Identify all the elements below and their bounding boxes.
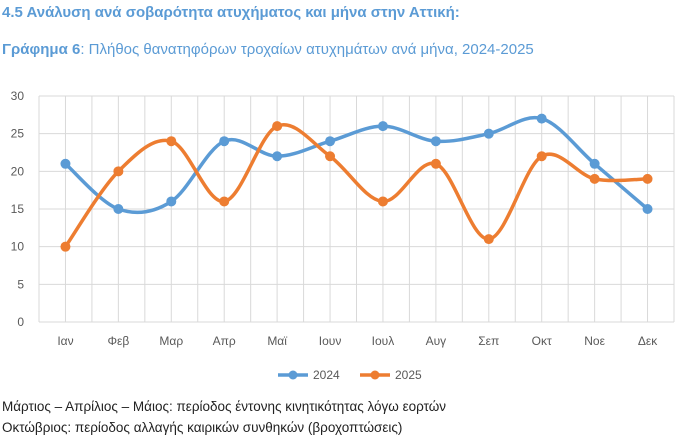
x-tick-label: Ιουλ [372,334,395,348]
data-point-2025 [272,121,283,132]
y-tick-label: 5 [17,277,24,291]
x-tick-label: Ιαν [57,334,73,348]
data-point-2025 [642,173,653,184]
data-point-2025 [377,196,388,207]
x-tick-label: Δεκ [638,334,658,348]
data-point-2024 [483,128,494,139]
data-point-2024 [430,136,441,147]
y-tick-label: 25 [11,127,25,141]
data-point-2024 [60,158,71,169]
note-2: Οκτώβριος: περίοδος αλλαγής καιρικών συν… [2,420,403,435]
x-tick-label: Ιουν [319,334,342,348]
y-tick-label: 15 [11,202,25,216]
data-point-2024 [113,204,124,214]
data-point-2025 [166,136,177,147]
legend-marker-2024 [288,370,298,380]
x-tick-label: Μαϊ [267,334,287,348]
series-line-2024 [63,115,650,215]
data-point-2025 [483,234,494,245]
x-tick-label: Σεπ [478,334,499,348]
data-point-2025 [536,151,547,162]
chart-caption: Γράφημα 6: Πλήθος θανατηφόρων τροχαίων α… [2,41,534,58]
y-tick-label: 30 [11,89,25,103]
x-tick-label: Φεβ [107,334,129,348]
y-tick-label: 20 [11,164,25,178]
data-point-2024 [589,158,600,169]
x-tick-label: Απρ [213,334,236,348]
data-point-2024 [642,204,653,214]
legend-marker-2025 [370,370,380,380]
y-tick-label: 0 [17,315,24,329]
legend-label: 2025 [395,368,422,382]
x-tick-label: Αυγ [426,334,447,348]
data-point-2025 [113,166,124,177]
data-point-2024 [272,151,283,162]
x-tick-label: Οκτ [532,334,552,348]
x-tick-label: Νοε [584,334,605,348]
data-point-2024 [536,113,547,124]
note-1: Μάρτιος – Απρίλιος – Μάιος: περίοδος έντ… [2,399,447,414]
caption-label: Γράφημα 6 [2,41,81,58]
data-point-2025 [60,241,71,252]
data-point-2025 [219,196,230,207]
data-point-2024 [377,121,388,132]
data-point-2024 [325,136,336,147]
y-tick-label: 10 [11,240,25,254]
caption-text: : Πλήθος θανατηφόρων τροχαίων ατυχημάτων… [80,41,534,58]
data-point-2025 [430,158,441,169]
section-heading: 4.5 Ανάλυση ανά σοβαρότητα ατυχήματος κα… [2,4,460,21]
data-point-2024 [166,196,177,207]
legend-label: 2024 [313,368,340,382]
x-tick-label: Μαρ [159,334,183,348]
data-point-2025 [325,151,336,162]
data-point-2025 [589,173,600,184]
data-point-2024 [219,136,230,147]
